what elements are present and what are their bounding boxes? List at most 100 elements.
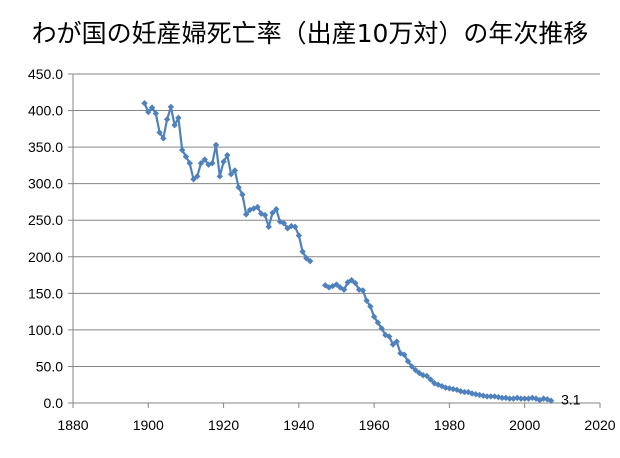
data-point: [190, 176, 197, 183]
data-point: [209, 159, 216, 167]
data-point: [529, 394, 536, 402]
data-point: [423, 372, 431, 380]
data-point: [506, 395, 513, 402]
data-point: [175, 114, 182, 122]
data-point: [370, 313, 378, 320]
series-line: [143, 102, 311, 263]
x-tick-label: 2020: [584, 417, 615, 433]
data-point: [299, 248, 306, 255]
data-point: [498, 394, 506, 402]
data-point: [340, 286, 348, 293]
axis-layer: [68, 73, 601, 408]
data-point: [186, 159, 193, 167]
data-point: [540, 395, 547, 402]
y-tick-label: 350.0: [28, 139, 63, 155]
data-point: [148, 104, 156, 111]
data-point: [273, 206, 280, 213]
data-point: [367, 303, 374, 310]
data-point: [141, 100, 148, 107]
data-point: [547, 397, 555, 404]
data-point: [276, 218, 284, 225]
y-tick-label: 450.0: [28, 66, 63, 82]
data-point: [235, 184, 242, 191]
x-tick-label: 1940: [283, 417, 314, 433]
x-tick-label: 2000: [509, 417, 540, 433]
data-point: [280, 219, 287, 227]
data-point: [156, 129, 163, 136]
x-tick-label: 1980: [434, 417, 465, 433]
data-point: [227, 170, 235, 178]
y-tick-label: 400.0: [28, 103, 63, 119]
data-point: [197, 159, 205, 167]
data-point: [532, 395, 540, 402]
data-point: [487, 393, 495, 400]
data-point: [160, 135, 167, 142]
x-tick-label: 1900: [133, 417, 164, 433]
data-point: [513, 394, 521, 402]
data-point: [378, 325, 385, 332]
y-tick-label: 250.0: [28, 212, 63, 228]
x-tick-label: 1920: [208, 417, 239, 433]
data-point: [536, 396, 543, 404]
data-point: [393, 338, 400, 345]
data-point: [239, 191, 246, 198]
data-point: [404, 358, 412, 365]
data-point: [212, 141, 220, 149]
data-point: [427, 376, 434, 383]
x-tick-label: 1880: [57, 417, 88, 433]
data-point: [412, 366, 419, 374]
data-point: [261, 211, 269, 219]
grid-layer: [73, 73, 600, 367]
data-point: [389, 341, 397, 348]
series-layer: [141, 100, 555, 404]
data-point: [295, 232, 303, 239]
data-point: [303, 255, 310, 262]
data-point: [231, 167, 239, 174]
y-tick-label: 100.0: [28, 322, 63, 338]
data-point: [544, 396, 551, 403]
y-tick-label: 50.0: [36, 358, 63, 374]
data-point: [167, 103, 175, 111]
data-point: [348, 276, 355, 284]
data-point: [201, 156, 208, 163]
data-point: [461, 388, 468, 396]
data-point: [194, 173, 201, 180]
data-point: [352, 279, 359, 287]
data-point: [401, 351, 408, 358]
y-tick-label: 200.0: [28, 249, 63, 265]
data-point: [242, 211, 250, 218]
data-point: [269, 209, 276, 217]
y-tick-label: 150.0: [28, 285, 63, 301]
data-point: [291, 223, 299, 231]
data-point: [205, 161, 212, 168]
data-point: [517, 395, 525, 402]
data-point: [216, 173, 224, 180]
data-point: [333, 281, 340, 288]
data-point: [145, 108, 152, 116]
data-point: [171, 121, 178, 129]
data-point: [408, 363, 415, 370]
data-point: [220, 158, 227, 165]
y-tick-label: 0.0: [44, 395, 64, 411]
data-point: [363, 297, 370, 304]
data-point: [224, 151, 231, 159]
chart-title: わが国の妊産婦死亡率（出産10万対）の年次推移: [31, 19, 589, 48]
data-point: [254, 203, 261, 211]
data-point: [152, 110, 160, 117]
data-point: [525, 395, 532, 402]
data-point: [374, 319, 382, 326]
y-tick-label: 300.0: [28, 176, 63, 192]
end-value-label: 3.1: [561, 392, 581, 408]
data-point: [265, 223, 272, 231]
data-point: [386, 333, 393, 340]
label-layer: 0.0 50.0 100.0 150.0 200.0 250.0 300.0 350.0 400…: [28, 66, 616, 433]
data-point: [182, 153, 190, 160]
data-point: [178, 146, 186, 154]
x-tick-label: 1960: [359, 417, 390, 433]
data-point: [359, 287, 367, 294]
data-point: [521, 395, 528, 402]
data-point: [483, 393, 491, 400]
data-point: [163, 116, 171, 123]
